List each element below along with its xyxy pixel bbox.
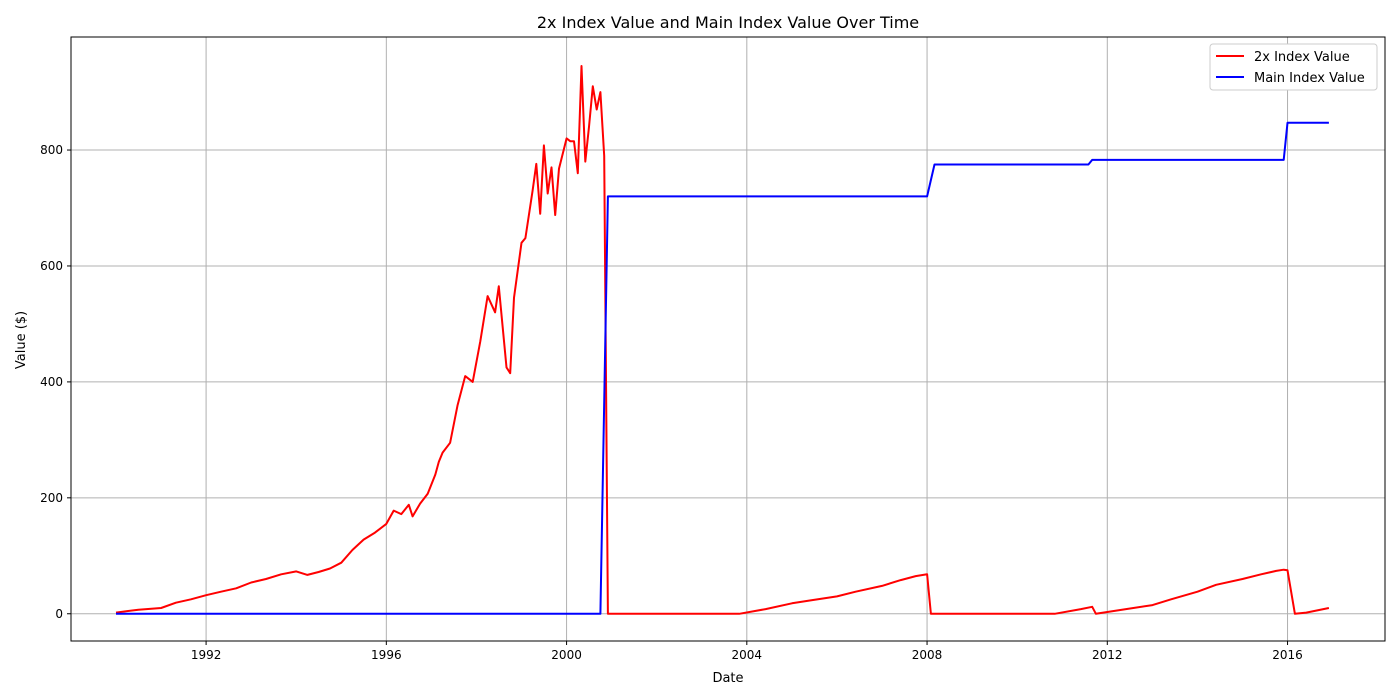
- x-tick-label: 2012: [1092, 648, 1123, 662]
- y-tick-label: 200: [40, 491, 63, 505]
- chart-title: 2x Index Value and Main Index Value Over…: [537, 13, 919, 32]
- plot-frame: [70, 36, 1386, 642]
- series-layer: [115, 65, 1330, 615]
- x-axis: 1992 1996 2000 2004 2008 2012 2016: [191, 641, 1303, 662]
- legend-label-2x: 2x Index Value: [1254, 50, 1350, 65]
- series-line-2x-index: [115, 65, 1330, 615]
- x-tick-label: 2016: [1272, 648, 1303, 662]
- y-tick-label: 800: [40, 143, 63, 157]
- y-tick-label: 600: [40, 259, 63, 273]
- y-tick-label: 0: [55, 607, 63, 621]
- y-tick-label: 400: [40, 375, 63, 389]
- legend-box: [1209, 43, 1378, 91]
- x-axis-label: Date: [712, 671, 743, 686]
- y-axis: 0 200 400 600 800: [40, 143, 71, 621]
- x-tick-label: 2000: [551, 648, 582, 662]
- x-tick-label: 1996: [371, 648, 402, 662]
- legend: 2x Index Value Main Index Value: [1209, 43, 1378, 91]
- legend-label-main: Main Index Value: [1254, 71, 1365, 86]
- series-line-main-index: [116, 121, 1329, 615]
- x-tick-label: 1992: [191, 648, 222, 662]
- x-tick-label: 2008: [912, 648, 943, 662]
- x-tick-label: 2004: [732, 648, 763, 662]
- y-axis-label: Value ($): [14, 311, 29, 369]
